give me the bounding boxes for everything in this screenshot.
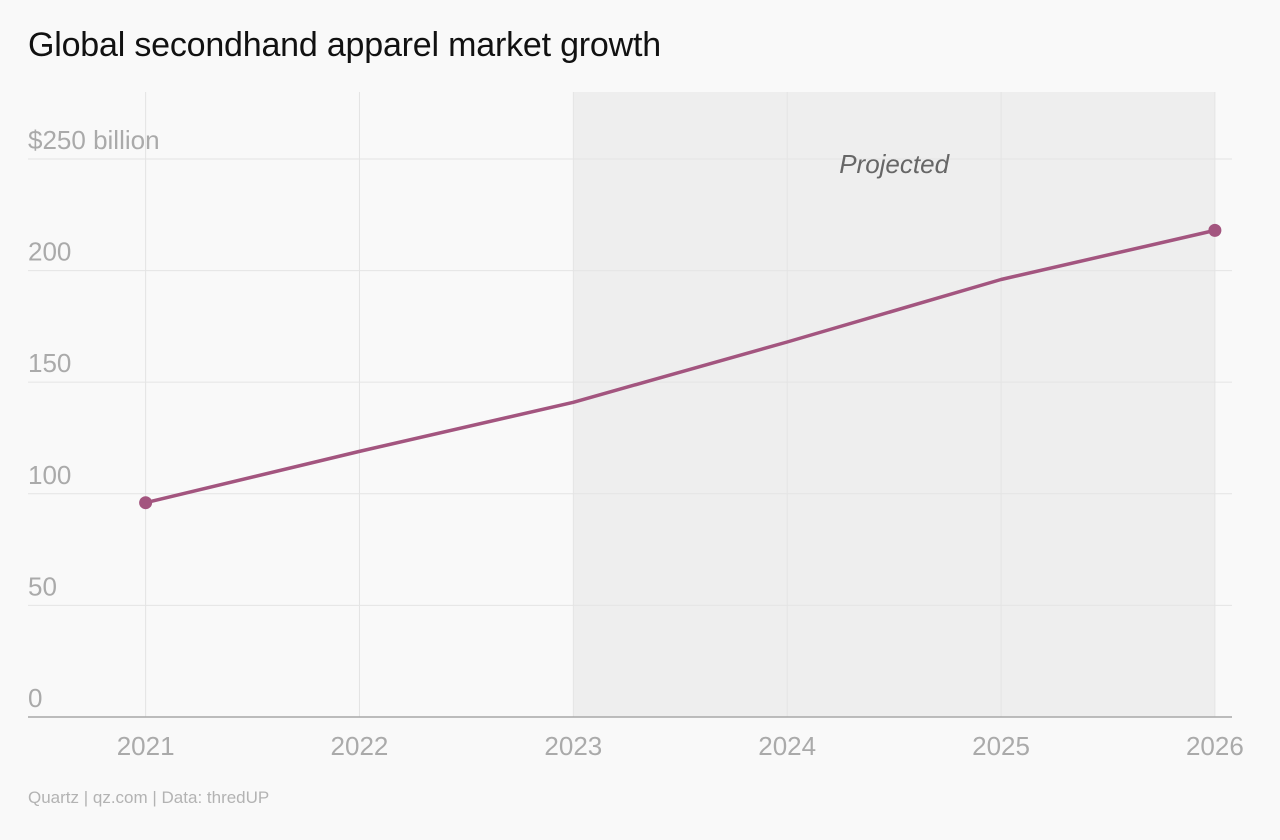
y-tick-label-250: $250 billion (28, 125, 160, 155)
projected-region-label: Projected (839, 149, 950, 179)
horizontal-gridlines (28, 158, 1232, 606)
y-axis-tick-labels: 0 50 100 150 200 $250 billion (28, 125, 160, 713)
x-tick-label-2025: 2025 (972, 731, 1030, 761)
series-layer (139, 223, 1222, 510)
data-point-2021 (139, 496, 153, 510)
x-tick-label-2022: 2022 (331, 731, 389, 761)
x-tick-label-2024: 2024 (758, 731, 816, 761)
x-axis-tick-labels: 2021 2022 2023 2024 2025 2026 (117, 731, 1244, 761)
y-tick-label-50: 50 (28, 571, 57, 601)
y-tick-label-100: 100 (28, 460, 71, 490)
y-tick-label-200: 200 (28, 237, 71, 267)
source-credit: Quartz | qz.com | Data: thredUP (28, 788, 270, 807)
series-line-0 (143, 228, 1217, 505)
y-tick-label-150: 150 (28, 348, 71, 378)
projected-region-band (573, 92, 1215, 717)
y-tick-label-0: 0 (28, 683, 42, 713)
vertical-gridlines (145, 92, 1216, 717)
chart-title: Global secondhand apparel market growth (28, 26, 661, 64)
x-tick-label-2026: 2026 (1186, 731, 1244, 761)
x-tick-label-2021: 2021 (117, 731, 175, 761)
x-tick-label-2023: 2023 (544, 731, 602, 761)
data-point-2026 (1208, 223, 1222, 237)
